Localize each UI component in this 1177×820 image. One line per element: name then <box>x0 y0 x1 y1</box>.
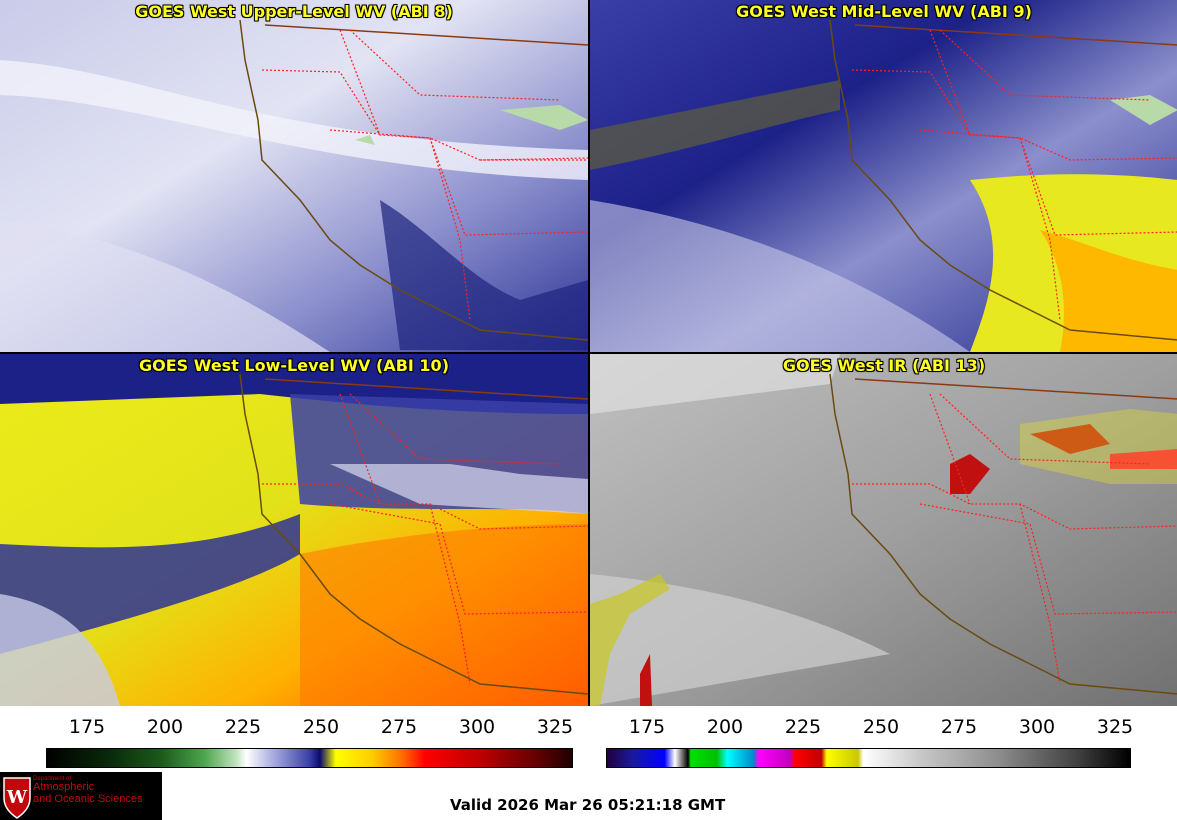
aos-logo-text: Department of Atmospheric and Oceanic Sc… <box>33 776 142 805</box>
upper-level-wv-image <box>0 0 588 352</box>
wv-colorbar: 175 200 225 250 275 300 325 <box>0 706 588 776</box>
tick-label: 175 <box>68 716 106 738</box>
tick-label: 275 <box>380 716 418 738</box>
tick-label: 175 <box>628 716 666 738</box>
tick-label: 300 <box>1018 716 1056 738</box>
uw-crest-letter: W <box>6 787 28 808</box>
mid-level-wv-image <box>590 0 1177 352</box>
panel-divider-horizontal <box>0 352 1177 354</box>
tick-label: 275 <box>940 716 978 738</box>
logo-line-1: Department of <box>33 776 72 782</box>
valid-time: Valid 2026 Mar 26 05:21:18 GMT <box>450 796 726 814</box>
tick-label: 325 <box>536 716 574 738</box>
ir-colorbar-ticks: 175 200 225 250 275 300 325 <box>590 716 1177 758</box>
panel-upper-level-wv: GOES West Upper-Level WV (ABI 8) <box>0 0 588 352</box>
uw-crest-icon: W <box>3 777 31 819</box>
panel-low-level-wv: GOES West Low-Level WV (ABI 10) <box>0 354 588 706</box>
panel-title: GOES West Upper-Level WV (ABI 8) <box>135 2 453 21</box>
panel-title: GOES West IR (ABI 13) <box>782 356 986 375</box>
ir-colorbar-gradient <box>606 748 1131 768</box>
panel-title: GOES West Mid-Level WV (ABI 9) <box>736 2 1032 21</box>
low-level-wv-image <box>0 354 588 706</box>
tick-label: 225 <box>784 716 822 738</box>
tick-label: 250 <box>862 716 900 738</box>
tick-label: 250 <box>302 716 340 738</box>
tick-label: 200 <box>146 716 184 738</box>
tick-label: 200 <box>706 716 744 738</box>
logo-line-3: and Oceanic Sciences <box>33 792 143 805</box>
tick-label: 325 <box>1096 716 1134 738</box>
wv-colorbar-gradient <box>46 748 573 768</box>
panel-ir: GOES West IR (ABI 13) <box>590 354 1177 706</box>
wv-colorbar-ticks: 175 200 225 250 275 300 325 <box>0 716 588 758</box>
panel-mid-level-wv: GOES West Mid-Level WV (ABI 9) <box>590 0 1177 352</box>
tick-label: 225 <box>224 716 262 738</box>
tick-label: 300 <box>458 716 496 738</box>
ir-colorbar: 175 200 225 250 275 300 325 <box>590 706 1177 776</box>
logo-line-2: Atmospheric <box>33 781 95 794</box>
panel-title: GOES West Low-Level WV (ABI 10) <box>138 356 449 375</box>
ir-image <box>590 354 1177 706</box>
aos-logo: W Department of Atmospheric and Oceanic … <box>0 772 162 820</box>
